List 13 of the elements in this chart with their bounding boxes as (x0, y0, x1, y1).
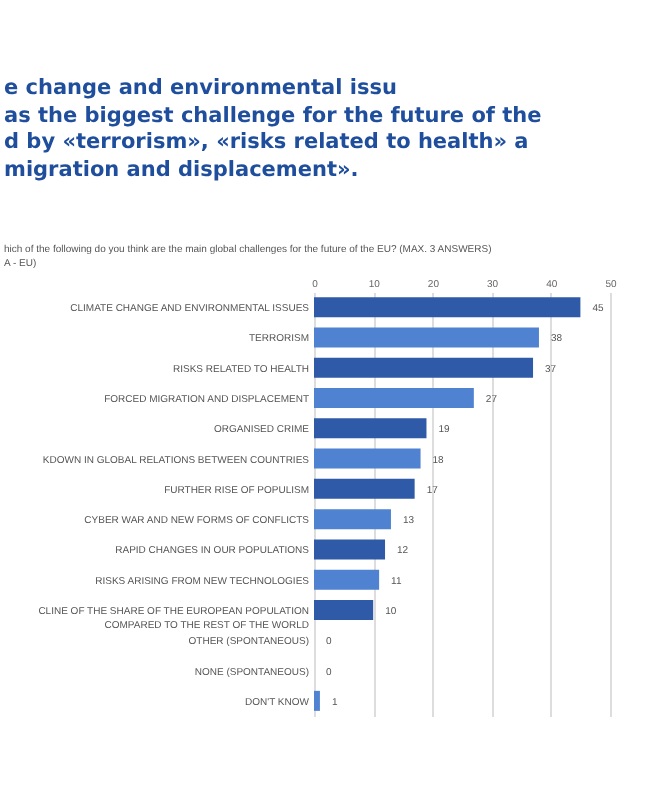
bar (314, 357, 534, 378)
bar (314, 478, 415, 499)
bar (314, 690, 320, 711)
bar (314, 297, 581, 318)
bar (314, 509, 391, 530)
bar (314, 448, 421, 469)
bar (314, 327, 539, 348)
bar (314, 539, 386, 560)
chart-title: e change and environmental issu as the biggest challenge for the future of the d by «terrorism», «risks related to health» a migration and displacement». (4, 76, 544, 184)
bar (314, 388, 474, 408)
bar (314, 569, 380, 590)
bar (314, 600, 374, 620)
bar (314, 418, 427, 439)
